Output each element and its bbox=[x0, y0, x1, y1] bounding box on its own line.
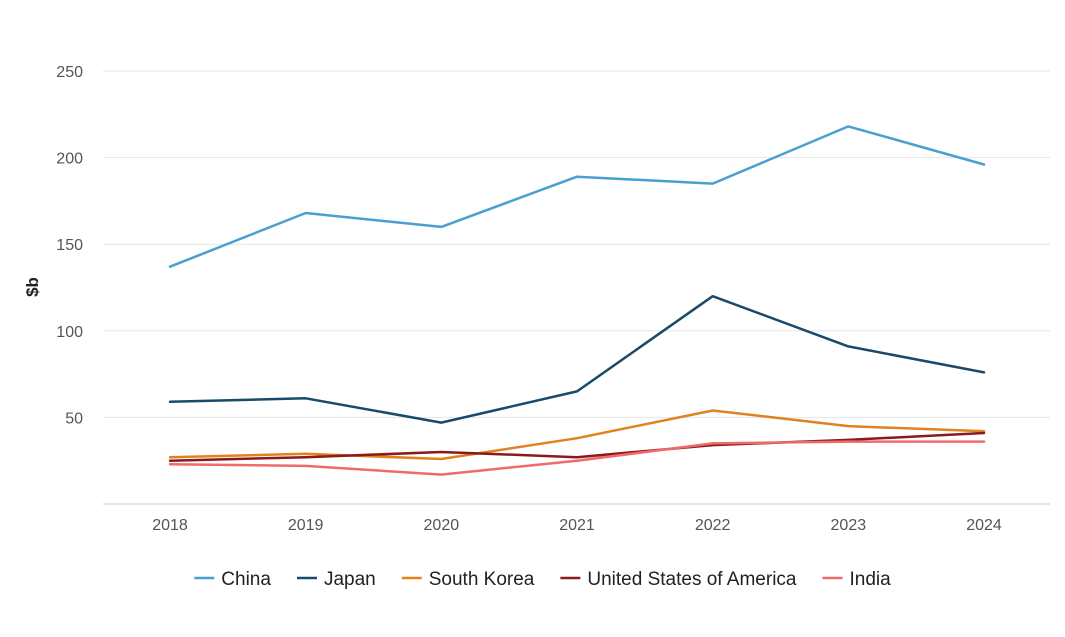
legend-item-india: India bbox=[822, 569, 891, 590]
grid bbox=[103, 70, 1050, 418]
legend-item-united-states-of-america: United States of America bbox=[560, 569, 797, 590]
legend-item-china: China bbox=[194, 569, 271, 590]
legend-label-japan: Japan bbox=[324, 569, 376, 590]
y-tick-label-50: 50 bbox=[65, 410, 83, 427]
x-tick-label-2022: 2022 bbox=[695, 517, 731, 534]
x-axis-ticks: 2018 2019 2020 2021 2022 2023 2024 bbox=[152, 517, 1002, 534]
series-line-india bbox=[168, 440, 986, 476]
x-tick-label-2024: 2024 bbox=[966, 517, 1002, 534]
legend-label-india: India bbox=[849, 569, 891, 590]
y-tick-label-200: 200 bbox=[56, 151, 83, 168]
x-tick-label-2021: 2021 bbox=[559, 517, 595, 534]
legend-item-south-korea: South Korea bbox=[401, 569, 535, 590]
series-line-south-korea bbox=[168, 409, 986, 461]
legend-label-united-states-of-america: United States of America bbox=[587, 569, 797, 590]
y-axis-ticks: 50 100 150 200 250 bbox=[56, 64, 83, 427]
y-axis-title: $b bbox=[23, 277, 42, 297]
series-line-japan bbox=[168, 294, 986, 424]
x-tick-label-2023: 2023 bbox=[831, 517, 867, 534]
x-tick-label-2019: 2019 bbox=[288, 517, 324, 534]
x-tick-label-2018: 2018 bbox=[152, 517, 188, 534]
legend: China Japan South Korea United States of Am… bbox=[194, 569, 891, 590]
legend-label-china: China bbox=[221, 569, 271, 590]
series-line-united-states-of-america bbox=[168, 431, 986, 462]
y-tick-label-150: 150 bbox=[56, 237, 83, 254]
legend-item-japan: Japan bbox=[296, 569, 376, 590]
y-tick-label-100: 100 bbox=[56, 324, 83, 341]
series-lines bbox=[168, 125, 986, 476]
x-tick-label-2020: 2020 bbox=[424, 517, 460, 534]
legend-label-south-korea: South Korea bbox=[429, 569, 535, 590]
y-tick-label-250: 250 bbox=[56, 64, 83, 81]
series-line-china bbox=[168, 125, 986, 268]
